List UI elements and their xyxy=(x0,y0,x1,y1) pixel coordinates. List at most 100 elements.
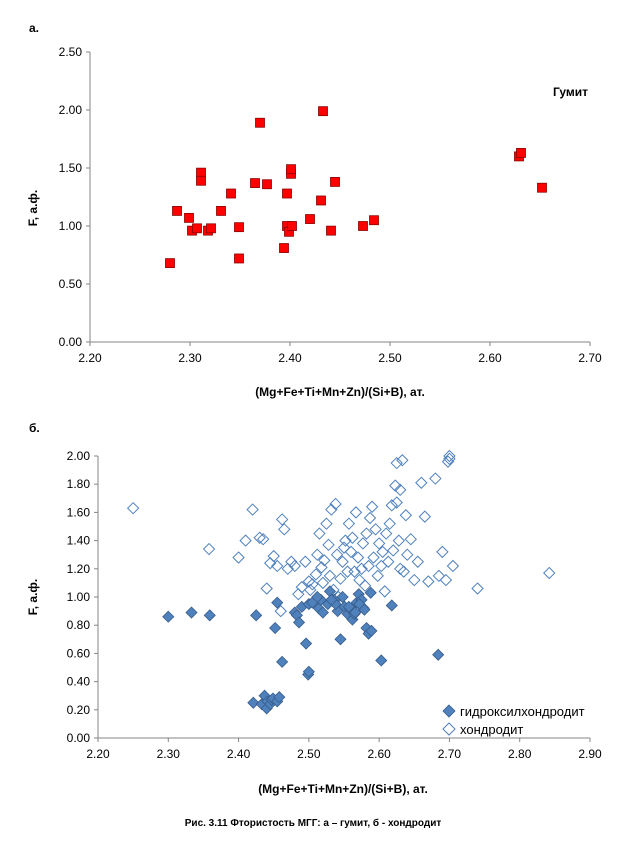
chart-b-x-tick-label: 2.60 xyxy=(367,747,391,761)
chart-a-points xyxy=(165,106,547,269)
chart-b-point-chondrodite xyxy=(355,562,368,576)
chart-b-point-chondrodite xyxy=(288,559,302,573)
chart-b-point-chondrodite xyxy=(330,548,344,561)
chart-b-point-chondrodite xyxy=(375,559,388,573)
chart-b-point-chondrodite xyxy=(471,582,484,595)
chart-b-point-chondrodite xyxy=(408,573,421,587)
chart-b-point-chondrodite xyxy=(443,452,456,466)
chart-a-y-tick-label: 1.00 xyxy=(59,219,83,233)
chart-b-y-tick-label: 0.80 xyxy=(67,618,91,632)
chart-a-y-tick-label: 2.00 xyxy=(59,103,83,117)
chart-a-point-square xyxy=(184,212,194,223)
chart-b-point-chondrodite xyxy=(411,555,425,568)
chart-b-point-chondrodite xyxy=(396,454,409,467)
chart-b-point-hydroxylchondrodite xyxy=(269,621,282,635)
chart-b-point-hydroxylchondrodite xyxy=(325,593,338,606)
chart-b-point-chondrodite xyxy=(385,499,399,512)
chart-b-point-chondrodite xyxy=(372,537,386,550)
chart-b-point-chondrodite xyxy=(320,517,333,530)
chart-a-point-square xyxy=(330,177,340,187)
chart-b-point-chondrodite xyxy=(349,506,363,519)
chart-b-point-chondrodite xyxy=(260,582,273,595)
chart-b-point-chondrodite xyxy=(232,551,245,564)
chart-a-point-square xyxy=(234,222,244,233)
chart-a-point-square xyxy=(318,106,328,117)
chart-a-point-square xyxy=(206,223,216,234)
chart-b-point-chondrodite xyxy=(339,534,352,547)
chart-b-point-chondrodite xyxy=(356,537,370,550)
chart-a-y-tick-label: 2.50 xyxy=(59,45,83,59)
chart-b-point-chondrodite xyxy=(371,569,384,583)
chart-b-point-chondrodite xyxy=(316,576,330,590)
chart-a-ylabel: F, а.ф. xyxy=(26,190,40,227)
chart-a-point-square xyxy=(192,223,202,234)
chart-a-point-square xyxy=(262,179,272,190)
chart-b-point-chondrodite xyxy=(367,551,380,564)
chart-b-y-tick-label: 0.00 xyxy=(67,731,91,745)
chart-b-point-chondrodite xyxy=(325,503,338,516)
chart-b-point-chondrodite xyxy=(253,531,266,544)
chart-b-point-chondrodite xyxy=(383,517,396,530)
chart-b-point-chondrodite xyxy=(274,604,287,618)
chart-b-point-chondrodite xyxy=(360,527,373,540)
chart-b-point-chondrodite xyxy=(336,555,349,568)
chart-b-point-hydroxylchondrodite xyxy=(271,596,284,609)
chart-a-y-tick-label: 1.50 xyxy=(59,161,83,175)
chart-b-point-chondrodite xyxy=(348,565,361,578)
chart-a-point-square xyxy=(172,206,182,216)
chart-b-point-chondrodite xyxy=(318,554,331,567)
chart-b-point-chondrodite xyxy=(392,534,406,547)
chart-b-point-hydroxylchondrodite xyxy=(358,603,371,616)
chart-b-x-tick-label: 2.20 xyxy=(86,747,110,761)
chart-b-point-chondrodite xyxy=(390,456,403,470)
chart-b-point-hydroxylchondrodite xyxy=(203,609,216,622)
chart-b-point-chondrodite xyxy=(362,559,375,573)
chart-a-title: Гумит xyxy=(553,85,588,99)
chart-b-point-chondrodite xyxy=(404,532,417,546)
chart-b-point-chondrodite xyxy=(346,531,359,544)
chart-b-point-chondrodite xyxy=(394,562,407,576)
chart-a-x-tick-label: 2.30 xyxy=(178,351,202,365)
chart-b-point-chondrodite xyxy=(363,511,377,525)
chart-b-point-hydroxylchondrodite xyxy=(316,606,329,619)
chart-b-x-tick-label: 2.50 xyxy=(297,747,321,761)
chart-b-point-hydroxylchondrodite xyxy=(365,624,378,637)
chart-b-point-chondrodite xyxy=(443,449,456,463)
chart-b-y-tick-label: 1.60 xyxy=(67,505,91,519)
chart-b-point-chondrodite xyxy=(365,500,379,513)
chart-a-x-tick-label: 2.60 xyxy=(478,351,502,365)
chart-b-point-chondrodite xyxy=(322,538,335,552)
chart-b-y-tick-label: 1.40 xyxy=(67,534,91,548)
chart-a-point-square xyxy=(196,167,206,178)
chart-b-point-hydroxylchondrodite xyxy=(432,648,445,661)
chart-b-point-chondrodite xyxy=(344,545,358,559)
chart-b-y-tick-label: 0.20 xyxy=(67,703,91,717)
chart-b-point-hydroxylchondrodite xyxy=(375,654,388,667)
chart-b-point-chondrodite xyxy=(390,496,403,509)
chart-b-y-tick-label: 0.40 xyxy=(67,675,91,689)
chart-a-y-tick-label: 0.50 xyxy=(59,277,83,291)
chart-a-point-square xyxy=(305,214,315,224)
chart-a-panel-label: а. xyxy=(29,21,39,35)
chart-b-point-hydroxylchondrodite xyxy=(273,691,286,704)
chart-b-point-hydroxylchondrodite xyxy=(162,610,175,623)
chart-b-axes: 2.20 2.30 2.40 2.50 2.60 2.70 2.80 2.90 0.00 0.20… xyxy=(67,449,602,761)
chart-b-x-tick-label: 2.90 xyxy=(578,747,602,761)
chart-b-point-chondrodite xyxy=(295,580,309,594)
chart-b-point-chondrodite xyxy=(329,497,342,511)
chart-b: б. 2.20 2.30 2.40 2.50 2.60 2.70 2.80 2.90 0.00 0… xyxy=(26,421,602,796)
chart-b-panel-label: б. xyxy=(29,421,40,435)
chart-b-point-chondrodite xyxy=(351,551,365,564)
chart-b-point-chondrodite xyxy=(309,568,323,581)
chart-b-point-chondrodite xyxy=(358,579,372,592)
chart-b-point-chondrodite xyxy=(394,483,407,497)
chart-a-point-square xyxy=(250,178,260,188)
chart-a-point-square xyxy=(226,188,236,199)
chart-b-point-chondrodite xyxy=(341,565,354,578)
chart-b-point-chondrodite xyxy=(401,548,414,561)
chart-b-point-chondrodite xyxy=(418,510,432,523)
legend-label-hydroxylchondrodite: гидроксилхондродит xyxy=(460,704,585,719)
chart-b-point-chondrodite xyxy=(267,549,280,563)
chart-a-point-square xyxy=(255,117,265,128)
